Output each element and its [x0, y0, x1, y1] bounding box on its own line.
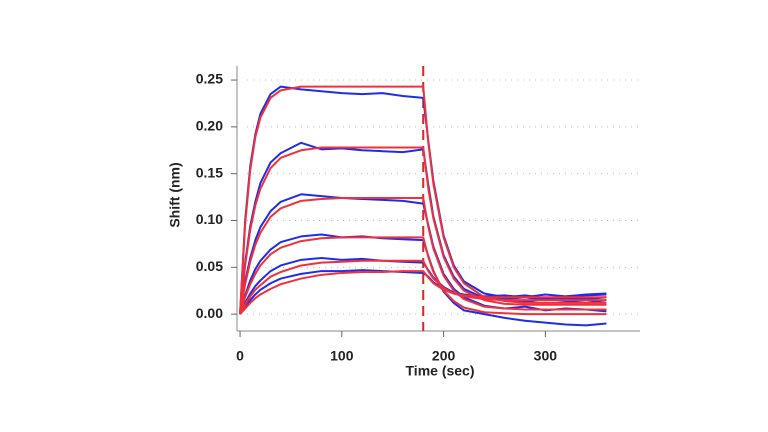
series-line: [239, 270, 607, 315]
y-axis-label: Shift (nm): [167, 162, 183, 227]
series-line: [239, 233, 607, 327]
series-line: [239, 259, 607, 315]
series-line: [239, 146, 607, 315]
series-line: [239, 197, 607, 315]
series-line: [239, 236, 607, 316]
series-line: [239, 85, 607, 315]
y-tick-label: 0.05: [196, 258, 223, 274]
x-tick-label: 100: [330, 348, 354, 364]
y-tick-label: 0.15: [196, 164, 223, 180]
y-tick-label: 0.25: [196, 71, 223, 87]
y-tick-label: 0.20: [196, 118, 223, 134]
x-tick-label: 300: [534, 348, 558, 364]
series-line: [239, 193, 607, 315]
y-tick-label: 0.10: [196, 211, 223, 227]
y-tick-label: 0.00: [196, 305, 223, 321]
x-axis-label: Time (sec): [406, 363, 475, 379]
series-line: [239, 85, 607, 315]
x-tick-label: 0: [236, 348, 244, 364]
x-tick-label: 200: [432, 348, 456, 364]
